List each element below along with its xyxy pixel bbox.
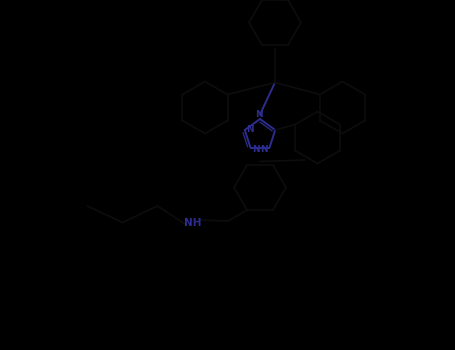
Text: N: N bbox=[261, 146, 268, 154]
Text: N: N bbox=[252, 146, 259, 154]
Text: NH: NH bbox=[184, 217, 201, 228]
Text: N: N bbox=[255, 110, 263, 119]
Text: N: N bbox=[246, 125, 253, 134]
